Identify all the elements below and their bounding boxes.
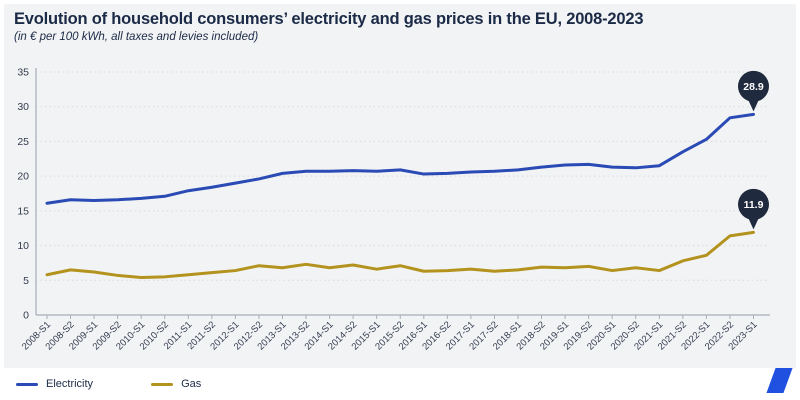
electricity-line xyxy=(45,112,755,205)
y-axis-tick-label: 0 xyxy=(23,310,29,322)
gas-badge-pointer xyxy=(748,217,759,230)
legend-item-electricity[interactable]: Electricity xyxy=(16,378,93,390)
y-axis-tick-label: 15 xyxy=(17,205,29,217)
chart-panel: 0 5 10 15 20 25 30 35 2008-S1 2008-S2 2009-S1 2009-… xyxy=(4,4,796,368)
electricity-end-value-label: 28.9 xyxy=(743,81,764,93)
y-axis-tick-label: 35 xyxy=(17,67,29,79)
gas-line xyxy=(45,230,755,280)
y-axis-tick-label: 30 xyxy=(17,101,29,113)
page-subtitle: (in € per 100 kWh, all taxes and levies … xyxy=(14,30,259,43)
y-axis-tick-label: 5 xyxy=(23,275,29,287)
legend-item-gas[interactable]: Gas xyxy=(151,378,201,390)
gas-value-badge xyxy=(738,188,769,220)
electricity-value-badge xyxy=(738,70,769,102)
y-axis-tick-label: 25 xyxy=(17,136,29,148)
electricity-line-swatch-icon xyxy=(16,382,38,386)
eurostat-logo xyxy=(766,368,793,393)
footer: Electricity Gas xyxy=(0,368,800,400)
gas-line-swatch-icon xyxy=(151,382,174,386)
legend-label-electricity: Electricity xyxy=(46,378,94,390)
electricity-badge-pointer xyxy=(748,99,759,112)
price-evolution-chart: 051015202530352008-S12008-S22009-S12009-… xyxy=(17,67,770,353)
gas-end-value-label: 11.9 xyxy=(744,199,764,211)
legend: Electricity Gas xyxy=(16,378,259,390)
page-title: Evolution of household consumers’ electr… xyxy=(14,10,644,28)
y-axis-tick-label: 20 xyxy=(17,171,29,183)
legend-label-gas: Gas xyxy=(181,378,202,390)
title-block: Evolution of household consumers’ electr… xyxy=(14,10,644,43)
y-axis-tick-label: 10 xyxy=(17,240,29,252)
